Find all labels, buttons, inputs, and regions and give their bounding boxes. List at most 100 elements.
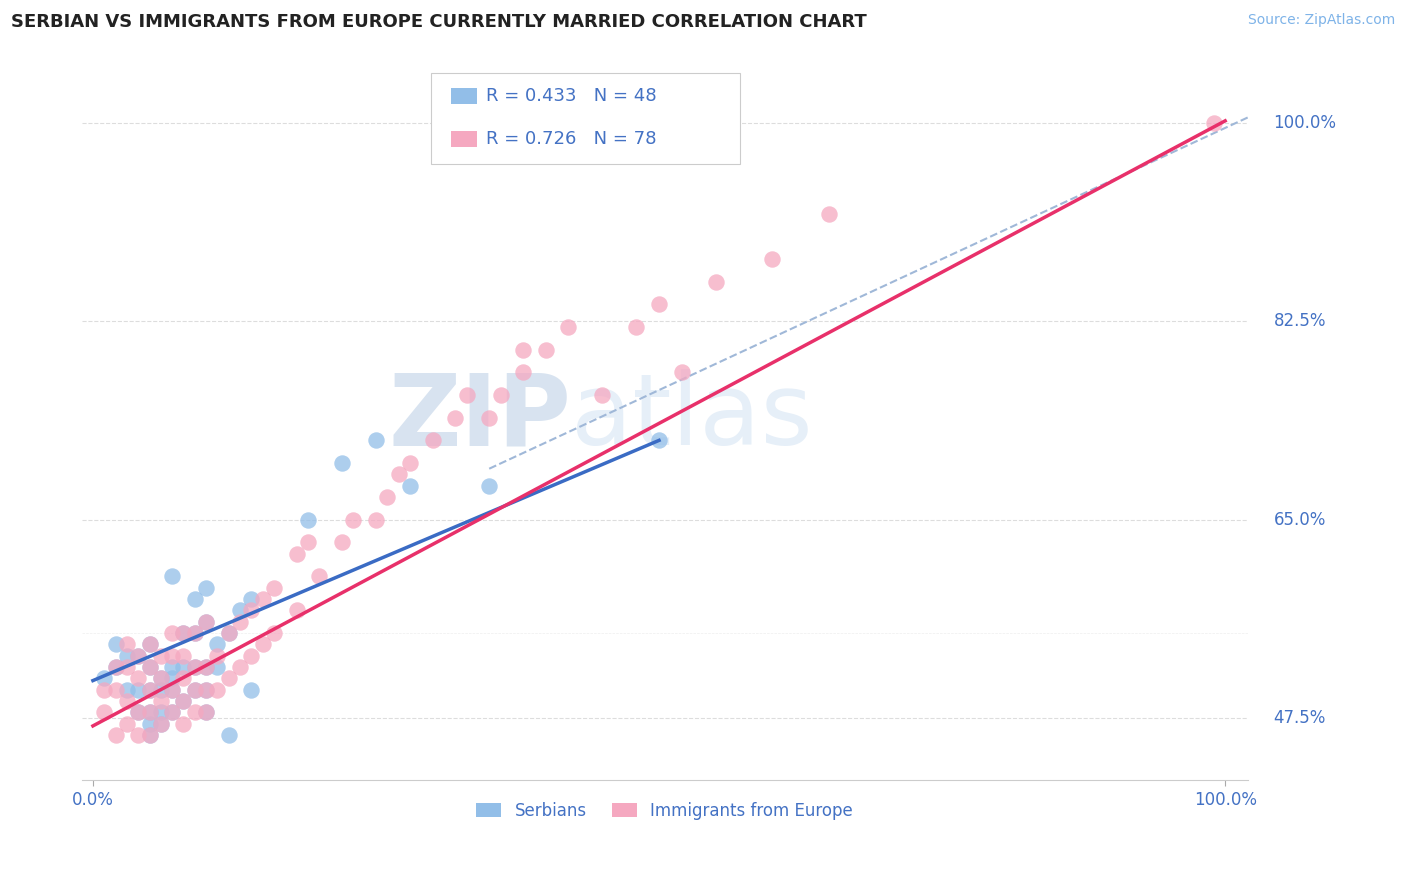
Point xyxy=(115,716,138,731)
Point xyxy=(104,637,127,651)
Point xyxy=(207,637,229,651)
Point xyxy=(330,535,353,549)
Point xyxy=(704,275,727,289)
Point xyxy=(512,365,534,379)
Point xyxy=(138,706,160,720)
Point xyxy=(489,388,512,402)
Point xyxy=(557,320,579,334)
Point xyxy=(478,479,501,493)
Point xyxy=(478,410,501,425)
Point xyxy=(160,660,183,674)
Point xyxy=(160,706,183,720)
Point xyxy=(104,728,127,742)
FancyBboxPatch shape xyxy=(432,73,741,164)
Point xyxy=(399,456,422,470)
Point xyxy=(218,728,240,742)
Text: R = 0.726   N = 78: R = 0.726 N = 78 xyxy=(486,130,657,148)
Point xyxy=(138,660,160,674)
Point xyxy=(240,648,263,663)
Point xyxy=(138,682,160,697)
Point xyxy=(195,706,218,720)
Point xyxy=(456,388,478,402)
Point xyxy=(127,648,149,663)
Point xyxy=(138,682,160,697)
Point xyxy=(173,648,195,663)
Text: 65.0%: 65.0% xyxy=(1274,511,1326,529)
Point xyxy=(93,671,115,685)
Point xyxy=(184,660,207,674)
Point xyxy=(240,592,263,607)
Point xyxy=(149,671,172,685)
Point xyxy=(229,603,252,617)
Point xyxy=(308,569,330,583)
Point xyxy=(218,626,240,640)
Point xyxy=(184,682,207,697)
Point xyxy=(512,343,534,357)
Point xyxy=(104,660,127,674)
Point xyxy=(115,660,138,674)
Point xyxy=(149,648,172,663)
Text: R = 0.433   N = 48: R = 0.433 N = 48 xyxy=(486,87,657,105)
Point xyxy=(252,637,274,651)
Point xyxy=(375,490,398,504)
Point xyxy=(422,434,444,448)
Point xyxy=(138,728,160,742)
Point xyxy=(149,671,172,685)
Point xyxy=(229,615,252,629)
Point xyxy=(127,671,149,685)
Point xyxy=(149,706,172,720)
Point xyxy=(1202,116,1225,130)
Point xyxy=(388,467,411,482)
Point xyxy=(138,728,160,742)
Point xyxy=(297,513,319,527)
Point xyxy=(184,592,207,607)
Point xyxy=(127,648,149,663)
Point xyxy=(127,706,149,720)
Point xyxy=(195,682,218,697)
Point xyxy=(184,660,207,674)
Text: ZIP: ZIP xyxy=(388,369,571,467)
Point xyxy=(818,207,841,221)
Point xyxy=(444,410,467,425)
Point xyxy=(207,682,229,697)
Legend: Serbians, Immigrants from Europe: Serbians, Immigrants from Europe xyxy=(470,795,859,826)
Point xyxy=(195,581,218,595)
Point xyxy=(297,535,319,549)
Text: atlas: atlas xyxy=(571,369,813,467)
Point xyxy=(534,343,557,357)
Point xyxy=(195,682,218,697)
Point xyxy=(115,648,138,663)
Point xyxy=(173,626,195,640)
Point xyxy=(285,603,308,617)
Point xyxy=(160,626,183,640)
Point xyxy=(104,660,127,674)
Point xyxy=(184,682,207,697)
Point xyxy=(671,365,693,379)
Point xyxy=(138,716,160,731)
Point xyxy=(364,513,387,527)
Point xyxy=(184,626,207,640)
Point xyxy=(218,626,240,640)
Point xyxy=(160,682,183,697)
Point xyxy=(138,660,160,674)
Point xyxy=(218,671,240,685)
Point xyxy=(138,706,160,720)
Point xyxy=(195,615,218,629)
Point xyxy=(252,592,274,607)
Text: Source: ZipAtlas.com: Source: ZipAtlas.com xyxy=(1247,13,1395,28)
Bar xyxy=(451,131,477,147)
Point xyxy=(93,706,115,720)
Point xyxy=(173,694,195,708)
Point xyxy=(229,660,252,674)
Point xyxy=(149,716,172,731)
Point xyxy=(160,682,183,697)
Point xyxy=(173,660,195,674)
Point xyxy=(127,728,149,742)
Text: 100.0%: 100.0% xyxy=(1274,114,1337,132)
Text: SERBIAN VS IMMIGRANTS FROM EUROPE CURRENTLY MARRIED CORRELATION CHART: SERBIAN VS IMMIGRANTS FROM EUROPE CURREN… xyxy=(11,13,868,31)
Point xyxy=(127,682,149,697)
Point xyxy=(184,706,207,720)
Point xyxy=(173,671,195,685)
Point xyxy=(648,434,671,448)
Point xyxy=(173,716,195,731)
